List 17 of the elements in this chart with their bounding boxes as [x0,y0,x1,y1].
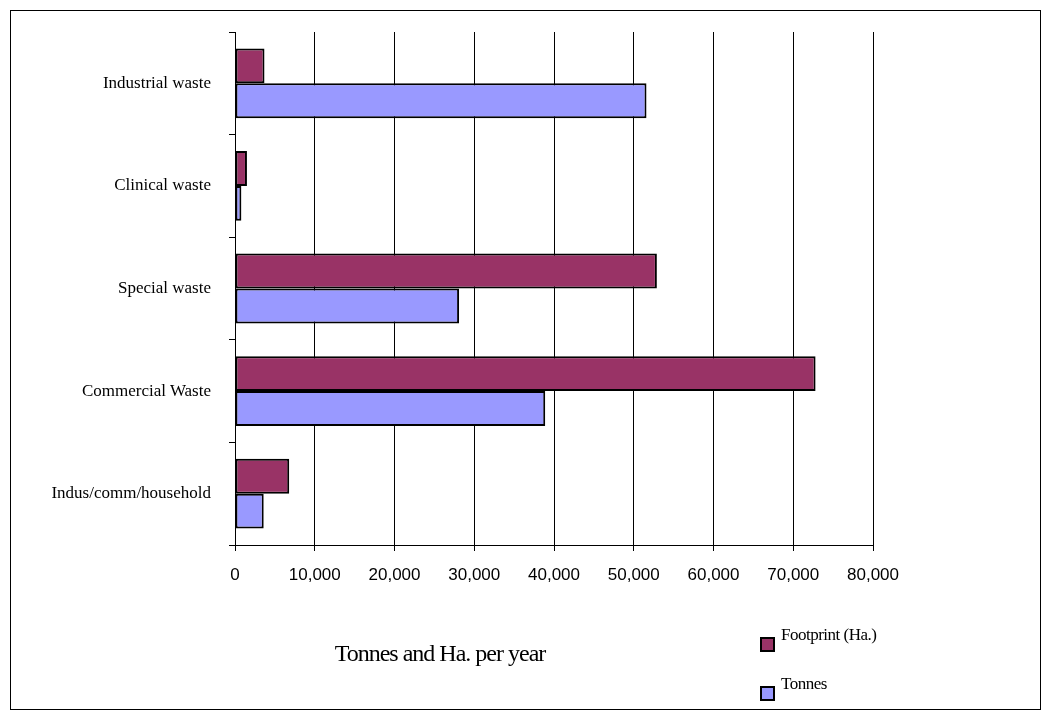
legend-label: Footprint (Ha.) [781,625,877,645]
x-tick-label: 60,000 [687,564,740,584]
x-tick-label: 10,000 [288,564,341,584]
x-tick-label: 70,000 [767,564,820,584]
x-tick-label: 30,000 [448,564,501,584]
legend-label: Tonnes [781,674,827,694]
y-tick-label: Special waste [118,277,211,297]
x-tick-label: 0 [230,564,240,584]
x-tick-label: 80,000 [847,564,899,584]
x-tick-label: 20,000 [368,564,421,584]
y-tick-label: Commercial Waste [81,380,211,400]
y-tick-label: Clinical waste [114,175,211,195]
x-tick-label: 40,000 [528,564,580,584]
y-tick-label: Industrial waste [102,72,211,92]
x-axis-title: Tonnes and Ha. per year [333,640,547,667]
x-tick-label: 50,000 [607,564,660,584]
y-tick-label: Indus/comm/household [51,483,212,503]
